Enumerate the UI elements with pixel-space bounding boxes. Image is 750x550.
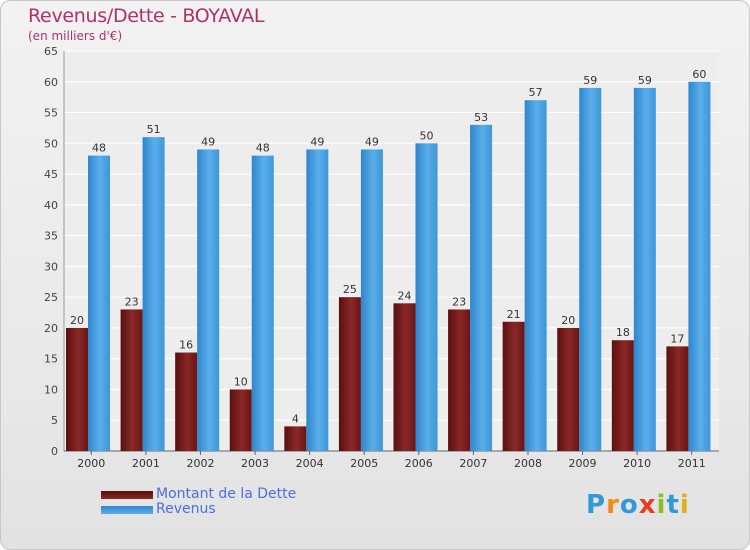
revenus-bar (470, 124, 493, 451)
logo-letter: r (606, 490, 620, 520)
y-tick-label: 15 (44, 353, 58, 366)
x-tick-label: 2003 (241, 457, 269, 470)
x-tick-label: 2010 (623, 457, 651, 470)
y-tick-label: 35 (44, 230, 58, 243)
dette-bar (120, 309, 143, 451)
dette-bar (229, 389, 252, 451)
legend-label-dette: Montant de la Dette (156, 486, 297, 502)
revenus-bar (142, 137, 165, 451)
chart-title: Revenus/Dette - BOYAVAL (28, 5, 265, 27)
y-tick-label: 20 (44, 322, 58, 335)
data-label: 23 (452, 295, 466, 308)
data-label: 10 (234, 375, 248, 388)
x-tick-label: 2000 (77, 457, 105, 470)
y-tick-label: 10 (44, 383, 58, 396)
logo-letter: t (666, 490, 680, 520)
revenus-bar (360, 149, 383, 451)
legend-item-revenus: Revenus (101, 501, 401, 518)
dette-bar (502, 321, 525, 451)
dette-bar (611, 340, 634, 451)
logo-letter: o (619, 490, 639, 520)
logo-letter: x (638, 490, 657, 520)
legend-label-revenus: Revenus (156, 501, 216, 517)
dette-bar (666, 346, 689, 451)
data-label: 20 (561, 314, 575, 327)
x-tick-label: 2007 (459, 457, 487, 470)
revenus-bar (415, 143, 438, 452)
x-tick-label: 2001 (132, 457, 160, 470)
data-label: 59 (638, 74, 652, 87)
x-tick-label: 2011 (678, 457, 706, 470)
data-label: 53 (474, 111, 488, 124)
revenus-bar (579, 87, 602, 451)
revenus-bar (197, 149, 220, 451)
data-label: 49 (365, 135, 379, 148)
y-tick-label: 50 (44, 137, 58, 150)
x-tick-label: 2004 (296, 457, 324, 470)
data-label: 18 (616, 326, 630, 339)
revenus-bar (306, 149, 329, 451)
proxiti-logo: Proxiti (586, 490, 690, 520)
revenus-bar (633, 87, 656, 451)
y-tick-label: 60 (44, 76, 58, 89)
x-tick-label: 2008 (514, 457, 542, 470)
revenus-bar (524, 100, 547, 451)
revenus-bar (251, 155, 274, 451)
data-label: 4 (292, 412, 299, 425)
revenus-bar (688, 81, 711, 452)
data-label: 51 (147, 123, 161, 136)
logo-letter: i (679, 490, 690, 520)
y-tick-label: 40 (44, 199, 58, 212)
data-label: 48 (92, 142, 106, 155)
dette-bar (448, 309, 471, 451)
data-label: 60 (692, 68, 706, 81)
dette-bar (338, 297, 361, 451)
logo-letter: i (656, 490, 667, 520)
chart-subtitle: (en milliers d'€) (28, 29, 123, 43)
x-tick-label: 2002 (186, 457, 214, 470)
data-label: 49 (310, 135, 324, 148)
y-tick-label: 5 (51, 414, 58, 427)
legend-swatch-dette (101, 491, 153, 499)
plot-area (64, 51, 719, 451)
data-label: 20 (70, 314, 84, 327)
x-tick-label: 2005 (350, 457, 378, 470)
data-label: 59 (583, 74, 597, 87)
data-label: 16 (179, 339, 193, 352)
revenus-bar (88, 155, 110, 451)
data-label: 24 (398, 289, 412, 302)
data-label: 49 (201, 135, 215, 148)
dette-bar (175, 352, 198, 451)
logo-letter: P (586, 490, 607, 520)
data-label: 48 (256, 142, 270, 155)
y-tick-label: 30 (44, 260, 58, 273)
dette-bar (393, 303, 416, 451)
dette-bar (66, 327, 88, 451)
data-label: 25 (343, 283, 357, 296)
y-tick-label: 25 (44, 291, 58, 304)
dette-bar (284, 426, 307, 451)
data-label: 23 (125, 295, 139, 308)
legend-swatch-revenus (101, 506, 153, 514)
y-tick-label: 65 (44, 45, 58, 58)
x-tick-label: 2009 (569, 457, 597, 470)
data-label: 50 (420, 129, 434, 142)
legend-item-dette: Montant de la Dette (101, 486, 401, 503)
y-tick-label: 55 (44, 107, 58, 120)
data-label: 17 (670, 332, 684, 345)
data-label: 21 (507, 308, 521, 321)
data-label: 57 (529, 86, 543, 99)
dette-bar (557, 327, 580, 451)
y-tick-label: 45 (44, 168, 58, 181)
x-tick-label: 2006 (405, 457, 433, 470)
y-tick-label: 0 (51, 445, 58, 458)
